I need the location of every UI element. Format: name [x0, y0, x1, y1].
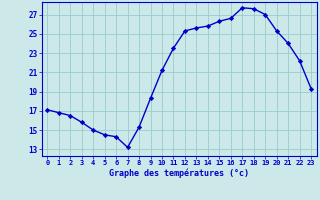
- X-axis label: Graphe des températures (°c): Graphe des températures (°c): [109, 169, 249, 178]
